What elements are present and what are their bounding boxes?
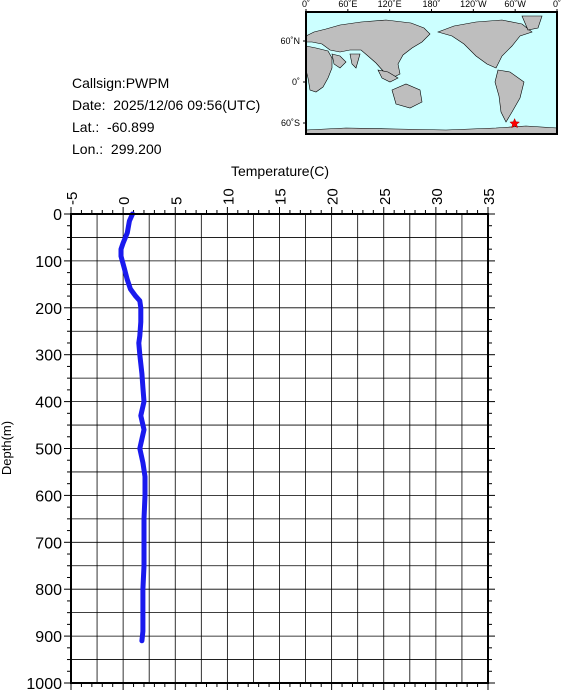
lat-value: -60.899 bbox=[107, 119, 155, 135]
map-lat-label: 0˚ bbox=[292, 77, 300, 87]
plot-frame bbox=[70, 213, 489, 684]
map-lon-label: 180˚ bbox=[422, 0, 440, 9]
land-sea-asia bbox=[377, 69, 399, 83]
x-tick-label: -5 bbox=[64, 192, 81, 205]
map-lon-label: 120˚E bbox=[378, 0, 402, 9]
land-africa bbox=[305, 45, 333, 93]
y-tick-label: 400 bbox=[35, 395, 62, 412]
grid-lines bbox=[71, 214, 488, 683]
land-greenland bbox=[521, 15, 543, 31]
land-australia bbox=[391, 83, 423, 109]
x-tick-label: 10 bbox=[220, 188, 237, 205]
map-lat-label: 60˚N bbox=[280, 36, 300, 46]
x-tick-label: 25 bbox=[377, 188, 394, 205]
map-marker-layer bbox=[509, 117, 521, 129]
map-lon-label: 60˚E bbox=[338, 0, 357, 9]
lat-label: Lat.: bbox=[72, 119, 100, 135]
series-layer bbox=[118, 211, 148, 644]
x-tick-labels: -5 0 5 10 15 20 25 30 35 bbox=[64, 188, 498, 205]
callsign-value: PWPM bbox=[125, 75, 170, 91]
y-tick-label: 1000 bbox=[26, 676, 62, 690]
temperature-profile-line bbox=[118, 211, 148, 644]
station-info: Callsign:PWPM Date: 2025/12/06 09:56(UTC… bbox=[72, 72, 260, 160]
land-masses bbox=[305, 15, 558, 135]
y-tick-label: 700 bbox=[35, 535, 62, 552]
world-map: 0˚ 60˚E 120˚E 180˚ 120˚W 60˚W 0˚ 60˚N 0˚ 60˚S bbox=[280, 0, 561, 135]
x-tick-label: 30 bbox=[429, 188, 446, 205]
x-tick-label: 0 bbox=[116, 197, 133, 205]
lon-row: Lon.: 299.200 bbox=[72, 138, 260, 160]
location-map: 0˚ 60˚E 120˚E 180˚ 120˚W 60˚W 0˚ 60˚N 0˚ 60˚S bbox=[280, 0, 561, 135]
x-tick-label: 5 bbox=[168, 197, 185, 205]
map-lon-label: 0˚ bbox=[302, 0, 310, 9]
land-south-america bbox=[494, 69, 525, 123]
y-tick-label: 200 bbox=[35, 301, 62, 318]
land-north-america bbox=[437, 19, 533, 69]
x-tick-label: 35 bbox=[481, 188, 498, 205]
map-lon-label: 120˚W bbox=[460, 0, 487, 9]
land-eurasia bbox=[305, 19, 431, 79]
map-lat-label: 60˚S bbox=[281, 118, 300, 128]
lon-label: Lon.: bbox=[72, 141, 104, 157]
date-value: 2025/12/06 09:56(UTC) bbox=[113, 97, 261, 113]
callsign-label: Callsign: bbox=[72, 75, 126, 91]
x-tick-label: 20 bbox=[325, 188, 342, 205]
map-frame bbox=[305, 11, 558, 135]
land-arabia bbox=[331, 53, 347, 69]
y-tick-label: 500 bbox=[35, 442, 62, 459]
map-lon-label: 0˚ bbox=[553, 0, 561, 9]
x-axis-title: Temperature(C) bbox=[231, 163, 329, 179]
y-tick-label: 600 bbox=[35, 488, 62, 505]
y-tick-labels: 0 100 200 300 400 500 600 700 800 900 1000 bbox=[26, 207, 62, 690]
land-india bbox=[349, 53, 361, 69]
x-tick-label: 15 bbox=[273, 188, 290, 205]
date-label: Date: bbox=[72, 97, 106, 113]
y-tick-label: 100 bbox=[35, 254, 62, 271]
callsign-row: Callsign:PWPM bbox=[72, 72, 260, 94]
lat-row: Lat.: -60.899 bbox=[72, 116, 260, 138]
y-tick-label: 300 bbox=[35, 348, 62, 365]
y-tick-label: 0 bbox=[53, 207, 62, 224]
y-axis-title: Depth(m) bbox=[0, 421, 14, 475]
y-tick-label: 900 bbox=[35, 629, 62, 646]
date-row: Date: 2025/12/06 09:56(UTC) bbox=[72, 94, 260, 116]
y-tick-label: 800 bbox=[35, 582, 62, 599]
station-marker-icon bbox=[509, 117, 521, 129]
lon-value: 299.200 bbox=[110, 141, 162, 157]
map-lon-label: 60˚W bbox=[504, 0, 526, 9]
